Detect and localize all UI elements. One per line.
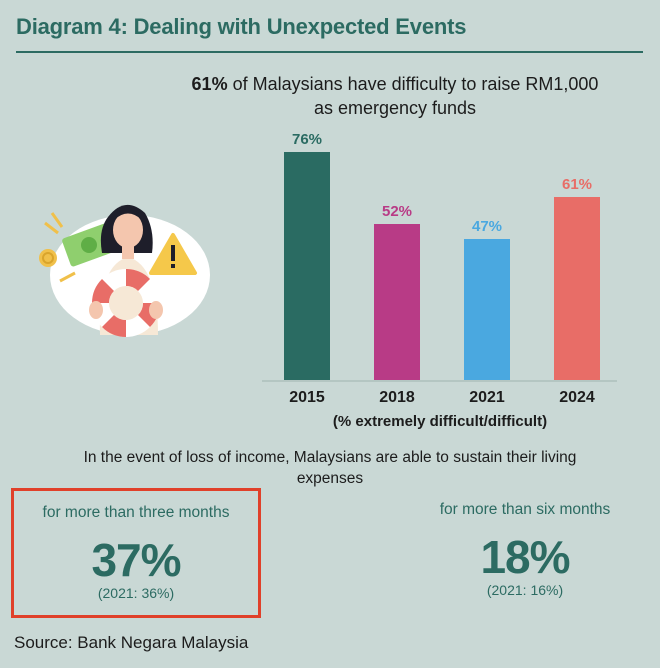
tick-label-2021: 2021	[469, 389, 505, 406]
sustain-text: In the event of loss of income, Malaysia…	[83, 449, 577, 487]
coin-icon	[39, 249, 57, 267]
headline-highlight: 61%	[191, 74, 228, 94]
stat-three-months: for more than three months 37% (2021: 36…	[11, 488, 261, 618]
bar-2021	[464, 239, 510, 380]
stat-value: 18%	[480, 531, 570, 583]
tick-label-2024: 2024	[559, 389, 595, 406]
stat-label: for more than three months	[42, 504, 230, 521]
data-label-2021: 47%	[472, 218, 502, 235]
bar-2018	[374, 224, 420, 380]
chart-headline: 61% of Malaysians have difficulty to rai…	[190, 72, 600, 120]
tick-label-2018: 2018	[379, 389, 415, 406]
x-axis-label: (% extremely difficult/difficult)	[333, 413, 547, 430]
stat-six-months: for more than six months 18% (2021: 16%)	[400, 491, 650, 621]
headline-text: of Malaysians have difficulty to raise R…	[227, 74, 599, 118]
data-label-2018: 52%	[382, 203, 412, 220]
page-title: Diagram 4: Dealing with Unexpected Event…	[16, 14, 467, 39]
data-label-2024: 61%	[562, 176, 592, 193]
stat-value: 37%	[91, 534, 181, 586]
bar-2015	[284, 152, 330, 380]
warning-icon	[149, 233, 197, 275]
stat-previous: (2021: 16%)	[486, 582, 564, 598]
title-divider	[16, 51, 643, 53]
tick-label-2015: 2015	[289, 389, 325, 406]
stat-label: for more than six months	[439, 501, 611, 518]
woman-lifebuoy-illustration	[39, 204, 210, 337]
stat-previous: (2021: 36%)	[97, 585, 175, 601]
difficulty-bar-chart: 76% 2015 52% 2018 47% 2021 61% 2024 (% extremely…	[262, 131, 617, 430]
source-note: Source: Bank Negara Malaysia	[14, 633, 249, 652]
bar-2024	[554, 197, 600, 380]
data-label-2015: 76%	[292, 131, 322, 148]
